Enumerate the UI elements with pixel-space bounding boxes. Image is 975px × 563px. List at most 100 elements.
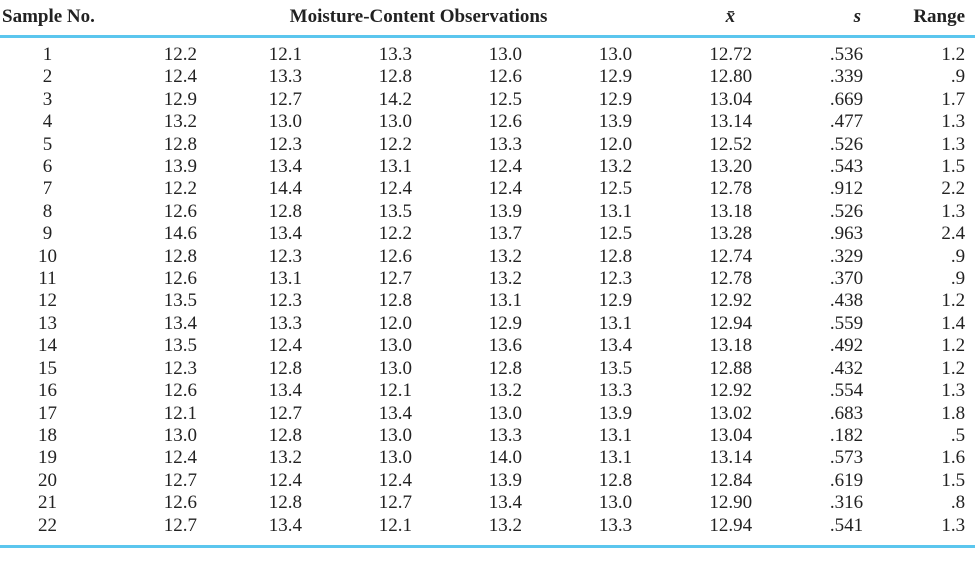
cell-s: .526 [829, 200, 864, 222]
cell-obs-1: 13.5 [163, 290, 197, 312]
cell-range: 1.3 [941, 380, 966, 402]
cell-obs-3: 12.4 [378, 469, 412, 491]
cell-mean: 12.94 [632, 514, 753, 548]
cell-obs-1: 14.6 [163, 223, 197, 245]
cell-obs-3: 13.4 [378, 402, 412, 424]
cell-obs-2: 13.4 [268, 156, 302, 178]
cell-s: .912 [829, 178, 864, 200]
cell-obs-2: 12.3 [268, 290, 302, 312]
cell-obs-2: 12.7 [268, 88, 302, 110]
cell-sample-no: 12 [38, 290, 57, 312]
cell-mean: 12.90 [709, 492, 753, 514]
cell-sample-no: 16 [38, 380, 57, 402]
cell-obs-3: 12.4 [378, 178, 412, 200]
cell-obs-1: 12.6 [163, 380, 197, 402]
cell-obs-3: 13.0 [378, 424, 412, 446]
cell-obs-5: 12.8 [598, 245, 633, 267]
cell-obs-4: 13.3 [488, 133, 522, 155]
cell-sample-no: 8 [42, 200, 53, 222]
cell-obs-1: 12.8 [163, 133, 197, 155]
col-header-observations: Moisture-Content Observations [95, 0, 633, 38]
cell-obs-5: 13.0 [598, 44, 633, 65]
table-row: 16 12.6 13.4 12.1 13.2 13.3 12.92 .554 1.3 [0, 380, 975, 402]
cell-mean: 12.74 [709, 245, 753, 267]
cell-obs-3: 12.8 [378, 290, 412, 312]
cell-sample-no: 21 [38, 492, 57, 514]
table-row: 13 13.4 13.3 12.0 12.9 13.1 12.94 .559 1.4 [0, 313, 975, 335]
cell-range: 1.2 [941, 290, 966, 312]
cell-s: .492 [829, 335, 864, 357]
cell-obs-4: 12.8 [488, 357, 522, 379]
cell-obs-2: 12.8 [268, 492, 302, 514]
cell-range: 1.2 [941, 357, 966, 379]
cell-obs-2: 12.8 [268, 200, 302, 222]
cell-obs-4: 13.9 [488, 469, 522, 491]
table-row: 18 13.0 12.8 13.0 13.3 13.1 13.04 .182 .5 [0, 425, 975, 447]
cell-mean: 12.78 [709, 268, 753, 290]
table-row: 12 13.5 12.3 12.8 13.1 12.9 12.92 .438 1.2 [0, 290, 975, 312]
cell-mean: 12.84 [709, 469, 753, 491]
cell-s: .432 [829, 357, 864, 379]
cell-obs-1: 12.3 [163, 357, 197, 379]
cell-obs-2: 13.4 [268, 223, 302, 245]
cell-obs-1: 12.4 [163, 66, 197, 88]
table-row: 4 13.2 13.0 13.0 12.6 13.9 13.14 .477 1.3 [0, 111, 975, 133]
cell-obs-1: 13.9 [163, 156, 197, 178]
cell-obs-4: 13.3 [488, 424, 522, 446]
cell-obs-4: 12.6 [488, 111, 522, 133]
cell-s: .573 [829, 447, 864, 469]
cell-obs-2: 12.4 [268, 335, 302, 357]
cell-obs-5: 12.3 [598, 268, 633, 290]
cell-obs-3: 12.7 [378, 492, 412, 514]
col-header-sample-no: Sample No. [0, 0, 95, 38]
cell-obs-1: 12.6 [163, 200, 197, 222]
cell-obs-3: 13.0 [378, 335, 412, 357]
cell-s: .669 [829, 88, 864, 110]
cell-obs-5: 13.1 [598, 424, 633, 446]
cell-sample-no: 4 [42, 111, 53, 133]
table-row: 10 12.8 12.3 12.6 13.2 12.8 12.74 .329 .9 [0, 246, 975, 268]
cell-s: .619 [829, 469, 864, 491]
cell-sample-no: 3 [42, 88, 53, 110]
cell-s: .526 [829, 133, 864, 155]
cell-range: .8 [950, 492, 966, 514]
cell-obs-4: 13.0 [488, 402, 522, 424]
cell-s: .536 [829, 44, 864, 65]
cell-obs-4: 12.6 [488, 66, 522, 88]
cell-obs-4: 14.0 [488, 447, 522, 469]
cell-mean: 13.14 [709, 111, 753, 133]
cell-obs-2: 12.8 [268, 357, 302, 379]
cell-sample-no: 10 [38, 245, 57, 267]
cell-obs-4: 13.2 [488, 268, 522, 290]
cell-obs-4: 12.9 [488, 312, 522, 334]
col-header-std-dev-s: s [752, 0, 864, 38]
cell-mean: 13.02 [709, 402, 753, 424]
cell-obs-3: 12.1 [378, 380, 412, 402]
cell-obs-4: 12.4 [488, 178, 522, 200]
cell-range: .9 [950, 245, 966, 267]
cell-obs-3: 12.0 [378, 312, 412, 334]
cell-obs-4: 13.2 [488, 380, 522, 402]
cell-s: .339 [829, 66, 864, 88]
cell-obs-5: 12.9 [598, 88, 633, 110]
cell-obs-1: 12.2 [163, 178, 197, 200]
cell-obs-4: 13.4 [488, 492, 522, 514]
cell-obs-5: 13.5 [598, 357, 633, 379]
cell-range: 2.4 [941, 223, 966, 245]
cell-obs-1: 13.0 [163, 424, 197, 446]
table-row: 2 12.4 13.3 12.8 12.6 12.9 12.80 .339 .9 [0, 66, 975, 88]
cell-obs-4: 12.4 [488, 156, 522, 178]
cell-mean: 12.80 [709, 66, 753, 88]
cell-obs-3: 12.6 [378, 245, 412, 267]
cell-obs-1: 12.9 [163, 88, 197, 110]
cell-s: .554 [829, 380, 864, 402]
cell-range: .5 [950, 424, 966, 446]
col-header-range: Range [863, 0, 975, 38]
cell-sample-no: 20 [38, 469, 57, 491]
cell-mean: 12.92 [709, 290, 753, 312]
cell-obs-3: 12.2 [378, 133, 412, 155]
cell-sample-no: 6 [42, 156, 53, 178]
table-header: Sample No. Moisture-Content Observations… [0, 0, 975, 38]
cell-obs-5: 12.9 [598, 66, 633, 88]
cell-mean: 13.14 [709, 447, 753, 469]
